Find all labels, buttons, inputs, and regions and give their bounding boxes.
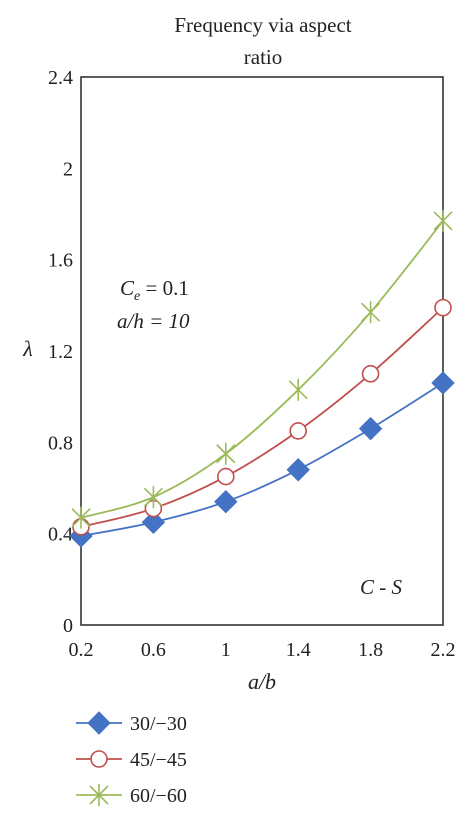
- x-tick-label: 1: [221, 639, 231, 661]
- annotation-ce-symbol: C: [120, 276, 135, 300]
- data-point-series-2: [217, 467, 235, 486]
- plot-frame: [80, 76, 444, 626]
- y-tick-label: 0.8: [48, 432, 73, 454]
- y-tick-label: 0: [63, 615, 73, 637]
- title-line-2: ratio: [244, 45, 282, 69]
- data-point-series-3: [216, 442, 236, 465]
- data-point-series-3: [433, 209, 453, 232]
- data-point-series-1: [358, 416, 383, 441]
- legend-label: 60/−60: [130, 785, 187, 807]
- chart-title: Frequency via aspect ratio: [174, 13, 351, 69]
- y-axis-label: λ: [22, 336, 33, 361]
- data-point-series-2: [434, 298, 452, 317]
- data-point-series-1: [214, 489, 238, 514]
- x-tick-label: 0.2: [69, 639, 94, 661]
- legend-marker: [90, 750, 108, 768]
- legend-marker: [87, 711, 111, 735]
- x-tick-label: 2.2: [431, 639, 456, 661]
- data-point-series-3: [361, 301, 381, 324]
- title-line-1: Frequency via aspect: [174, 13, 351, 37]
- y-tick-label: 1.2: [48, 341, 73, 363]
- y-axis-ticks: 0 0.4 0.8 1.2 1.6 2 2.4: [48, 67, 73, 637]
- y-tick-label: 1.6: [48, 250, 73, 272]
- x-tick-label: 1.4: [286, 639, 311, 661]
- annotation-ah: a/h = 10: [117, 309, 190, 333]
- y-tick-label: 0.4: [48, 524, 73, 546]
- series-layer: [69, 209, 455, 548]
- data-point-series-2: [289, 422, 308, 440]
- annotation-ce-value: = 0.1: [140, 276, 189, 300]
- annotation-boundary: C - S: [360, 575, 403, 599]
- legend: 30/−30 45/−45 60/−60: [76, 711, 187, 807]
- annotation-ce-subscript: e: [134, 289, 140, 304]
- data-point-series-1: [141, 510, 166, 534]
- x-tick-label: 0.6: [141, 639, 166, 661]
- annotation-ce: Ce = 0.1: [120, 276, 189, 304]
- svg-text:Ce = 0.1: Ce = 0.1: [120, 276, 189, 304]
- legend-label: 45/−45: [130, 749, 187, 771]
- y-tick-label: 2: [63, 158, 73, 180]
- legend-marker: [89, 784, 109, 806]
- legend-label: 30/−30: [130, 713, 187, 735]
- data-point-series-1: [286, 458, 310, 482]
- data-point-series-3: [288, 378, 308, 401]
- series-line-3: [80, 220, 444, 519]
- series-line-1: [80, 382, 444, 537]
- x-tick-label: 1.8: [358, 639, 383, 661]
- x-axis-ticks: 0.2 0.6 1 1.4 1.8 2.2: [69, 639, 456, 661]
- data-point-series-2: [361, 365, 380, 383]
- x-axis-label: a/b: [248, 669, 276, 694]
- y-tick-label: 2.4: [48, 67, 73, 89]
- data-point-series-3: [143, 486, 163, 509]
- data-point-series-3: [71, 506, 91, 529]
- data-point-series-1: [431, 371, 455, 395]
